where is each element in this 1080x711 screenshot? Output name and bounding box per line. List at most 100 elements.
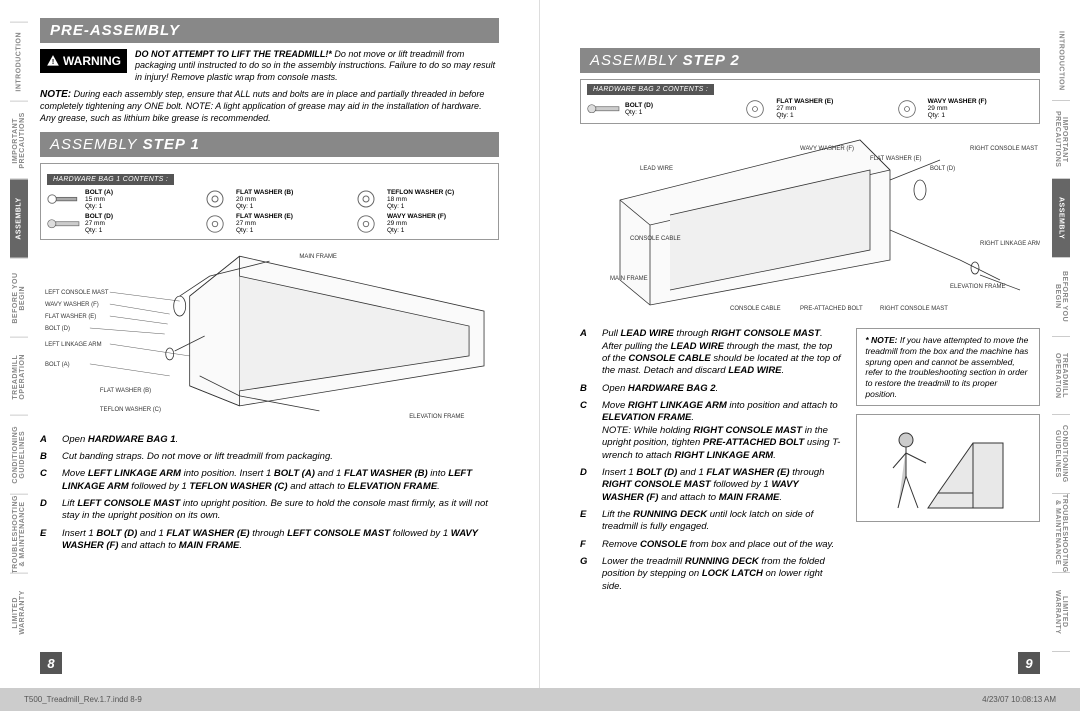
step-letter: F (580, 539, 592, 551)
warning-label: WARNING (63, 54, 121, 68)
svg-text:LEFT LINKAGE ARM: LEFT LINKAGE ARM (45, 342, 102, 348)
step2-note-box: * NOTE: If you have attempted to move th… (856, 328, 1040, 406)
step-row: CMove RIGHT LINKAGE ARM into position an… (580, 400, 842, 462)
hardware-box-1: HARDWARE BAG 1 CONTENTS : BOLT (A)15 mmQ… (40, 163, 499, 240)
step-letter: G (580, 556, 592, 593)
svg-text:RIGHT CONSOLE MAST: RIGHT CONSOLE MAST (880, 306, 948, 312)
tab-assembly-r: ASSEMBLY (1052, 179, 1070, 258)
step-body: Insert 1 BOLT (D) and 1 FLAT WASHER (E) … (62, 528, 499, 553)
step-row: BCut banding straps. Do not move or lift… (40, 451, 499, 463)
page-number-left: 8 (40, 652, 62, 674)
hardware-bar-1: HARDWARE BAG 1 CONTENTS : (47, 174, 174, 185)
step-letter: B (580, 383, 592, 395)
tab-precautions-r: IMPORTANT PRECAUTIONS (1052, 101, 1070, 180)
step-letter: A (40, 434, 52, 446)
page-left: INTRODUCTION IMPORTANT PRECAUTIONS ASSEM… (0, 0, 540, 688)
step-letter: B (40, 451, 52, 463)
step-letter: C (580, 400, 592, 462)
step1-header: ASSEMBLY STEP 1 (40, 132, 499, 157)
step-row: B Open HARDWARE BAG 2. (580, 383, 842, 395)
svg-text:BOLT (A): BOLT (A) (45, 362, 70, 368)
step-body: Lift LEFT CONSOLE MAST into upright posi… (62, 498, 499, 523)
svg-text:CONSOLE CABLE: CONSOLE CABLE (730, 306, 781, 312)
step1-diagram: LEFT CONSOLE MAST WAVY WASHER (F) FLAT W… (40, 246, 499, 426)
hw2-washer-f: WAVY WASHER (F)29 mmQty: 1 (890, 98, 1033, 119)
side-tabs-left: INTRODUCTION IMPORTANT PRECAUTIONS ASSEM… (10, 22, 28, 652)
step-body: Lower the treadmill RUNNING DECK from th… (602, 556, 842, 593)
warning-text: DO NOT ATTEMPT TO LIFT THE TREADMILL!* D… (135, 49, 499, 83)
tab-precautions: IMPORTANT PRECAUTIONS (10, 101, 28, 180)
svg-text:MAIN FRAME: MAIN FRAME (610, 276, 648, 282)
side-tabs-right: INTRODUCTION IMPORTANT PRECAUTIONS ASSEM… (1052, 22, 1070, 652)
tab-operation: TREADMILL OPERATION (10, 337, 28, 416)
step2-person-diagram (856, 414, 1040, 522)
step-body: Open HARDWARE BAG 1. (62, 434, 499, 446)
step-letter: E (580, 509, 592, 534)
tab-troubleshooting: TROUBLESHOOTING & MAINTENANCE (10, 494, 28, 574)
hw-bolt-d: BOLT (D)27 mmQty: 1 (47, 213, 190, 234)
footer-file: T500_Treadmill_Rev.1.7.indd 8-9 (24, 695, 142, 704)
step-row: EInsert 1 BOLT (D) and 1 FLAT WASHER (E)… (40, 528, 499, 553)
page-footer: T500_Treadmill_Rev.1.7.indd 8-9 4/23/07 … (0, 688, 1080, 711)
svg-text:WAVY WASHER (F): WAVY WASHER (F) (800, 146, 854, 152)
tab-warranty: LIMITED WARRANTY (10, 573, 28, 652)
tab-introduction: INTRODUCTION (10, 22, 28, 101)
tab-assembly: ASSEMBLY (10, 179, 28, 258)
step2-steps: APull LEAD WIRE through RIGHT CONSOLE MA… (580, 328, 842, 593)
svg-text:RIGHT LINKAGE ARM: RIGHT LINKAGE ARM (980, 241, 1040, 247)
tab-before: BEFORE YOU BEGIN (10, 258, 28, 337)
step-body: Remove CONSOLE from box and place out of… (602, 539, 842, 551)
hardware-bar-2: HARDWARE BAG 2 CONTENTS : (587, 84, 714, 95)
tab-introduction-r: INTRODUCTION (1052, 22, 1070, 101)
warning-icon: ! (46, 54, 60, 68)
hw-washer-b: FLAT WASHER (B)20 mmQty: 1 (198, 189, 341, 210)
step-body: Move RIGHT LINKAGE ARM into position and… (602, 400, 842, 462)
tab-conditioning-r: CONDITIONING GUIDELINES (1052, 415, 1070, 494)
hardware-box-2: HARDWARE BAG 2 CONTENTS : BOLT (D)Qty: 1… (580, 79, 1040, 124)
page-right: INTRODUCTION IMPORTANT PRECAUTIONS ASSEM… (540, 0, 1080, 688)
preassembly-header: PRE-ASSEMBLY (40, 18, 499, 43)
page-number-right: 9 (1018, 652, 1040, 674)
hw-washer-c: TEFLON WASHER (C)18 mmQty: 1 (349, 189, 492, 210)
hw-washer-f: WAVY WASHER (F)29 mmQty: 1 (349, 213, 492, 234)
warning-badge: ! WARNING (40, 49, 127, 73)
hw2-bolt-d: BOLT (D)Qty: 1 (587, 99, 730, 119)
svg-text:PRE-ATTACHED BOLT: PRE-ATTACHED BOLT (800, 306, 863, 312)
tab-before-r: BEFORE YOU BEGIN (1052, 258, 1070, 337)
svg-text:TEFLON WASHER (C): TEFLON WASHER (C) (100, 406, 161, 412)
svg-text:FLAT WASHER (B): FLAT WASHER (B) (100, 387, 151, 393)
svg-text:LEFT CONSOLE MAST: LEFT CONSOLE MAST (45, 290, 109, 296)
svg-text:BOLT (D): BOLT (D) (930, 166, 955, 172)
svg-text:FLAT WASHER (E): FLAT WASHER (E) (45, 314, 96, 320)
step-row: A Open HARDWARE BAG 1. (40, 434, 499, 446)
step-body: Insert 1 BOLT (D) and 1 FLAT WASHER (E) … (602, 467, 842, 504)
svg-text:BOLT (D): BOLT (D) (45, 326, 70, 332)
step-row: F Remove CONSOLE from box and place out o… (580, 539, 842, 551)
svg-text:ELEVATION FRAME: ELEVATION FRAME (409, 413, 464, 419)
svg-text:RIGHT CONSOLE MAST: RIGHT CONSOLE MAST (970, 146, 1038, 152)
step-row: DInsert 1 BOLT (D) and 1 FLAT WASHER (E)… (580, 467, 842, 504)
step-body: Open HARDWARE BAG 2. (602, 383, 842, 395)
step-body: Lift the RUNNING DECK until lock latch o… (602, 509, 842, 534)
step-row: E Lift the RUNNING DECK until lock latch … (580, 509, 842, 534)
step-body: Move LEFT LINKAGE ARM into position. Ins… (62, 468, 499, 493)
step-row: DLift LEFT CONSOLE MAST into upright pos… (40, 498, 499, 523)
footer-timestamp: 4/23/07 10:08:13 AM (982, 695, 1056, 704)
tab-troubleshooting-r: TROUBLESHOOTING & MAINTENANCE (1052, 494, 1070, 574)
tab-conditioning: CONDITIONING GUIDELINES (10, 415, 28, 494)
hw2-washer-e: FLAT WASHER (E)27 mmQty: 1 (738, 98, 881, 119)
svg-text:!: ! (52, 59, 54, 66)
step2-diagram: LEAD WIRE CONSOLE CABLE MAIN FRAME WAVY … (580, 130, 1040, 320)
step2-header: ASSEMBLY STEP 2 (580, 48, 1040, 73)
svg-text:ELEVATION FRAME: ELEVATION FRAME (950, 284, 1005, 290)
svg-text:MAIN FRAME: MAIN FRAME (299, 254, 336, 260)
step-row: CMove LEFT LINKAGE ARM into position. In… (40, 468, 499, 493)
hw-bolt-a: BOLT (A)15 mmQty: 1 (47, 189, 190, 210)
step-body: Pull LEAD WIRE through RIGHT CONSOLE MAS… (602, 328, 842, 377)
step-row: APull LEAD WIRE through RIGHT CONSOLE MA… (580, 328, 842, 377)
step1-steps: A Open HARDWARE BAG 1. BCut banding straps… (40, 434, 499, 553)
tab-operation-r: TREADMILL OPERATION (1052, 337, 1070, 416)
step-letter: A (580, 328, 592, 377)
svg-text:CONSOLE CABLE: CONSOLE CABLE (630, 236, 681, 242)
step-row: G Lower the treadmill RUNNING DECK from t… (580, 556, 842, 593)
